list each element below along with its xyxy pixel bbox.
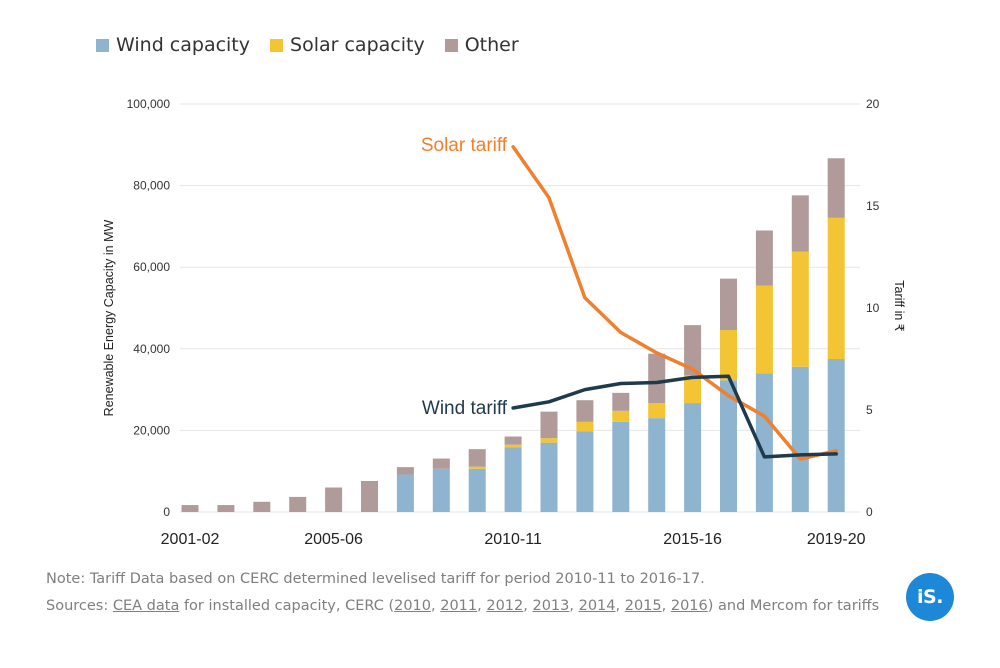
y-tick-label: 80,000 [133,179,170,193]
y2-tick-label: 15 [866,199,880,213]
y2-tick-label: 0 [866,505,873,519]
bar-other [361,480,378,512]
legend-label-other: Other [464,34,519,56]
legend-swatch-solar [270,38,284,52]
sources-suffix: ) and Mercom for tariffs [707,598,880,614]
legend-item-solar: Solar capacity [270,34,425,56]
x-tick-label: 2010-11 [484,531,542,548]
solar-tariff-line [511,145,838,461]
wind-tariff-label: Wind tariff [422,398,508,419]
bar-wind-capacity [827,359,845,512]
bar-other [540,411,558,439]
solar-tariff-label: Solar tariff [421,135,508,156]
y2-tick-label: 10 [866,301,880,315]
bar-wind-capacity [432,468,450,512]
bar-other [253,501,271,512]
y-tick-label: 40,000 [133,342,170,356]
legend-label-solar: Solar capacity [290,34,425,56]
x-tick-label: 2015-16 [663,531,722,548]
bar-other [755,230,773,286]
bar-solar-capacity [612,410,630,422]
bar-other [289,496,307,512]
bar-solar-capacity [504,444,522,448]
bar-other [827,158,845,218]
legend-item-wind: Wind capacity [96,34,250,56]
bar-solar-capacity [720,330,737,381]
bar-solar-capacity [755,285,773,374]
bar-other [576,400,594,422]
bar-wind-capacity [396,474,414,512]
x-tick-label: 2019-20 [807,531,866,548]
cea-data-link[interactable]: CEA data [112,598,180,614]
bar-solar-capacity [684,375,702,404]
bar-wind-capacity [576,431,594,512]
cerc-2013-link[interactable]: 2013 [532,598,570,614]
note-text: Note: Tariff Data based on CERC determin… [46,571,705,587]
bar-other [612,392,630,411]
y-tick-label: 60,000 [133,260,170,274]
bar-wind-capacity [504,447,522,512]
bar-other [181,505,199,512]
bar-wind-capacity [684,403,702,512]
cerc-2010-link[interactable]: 2010 [394,598,432,614]
y2-tick-label: 20 [866,97,880,111]
y2-axis-title: Tariff in ₹ [892,280,906,332]
bar-solar-capacity [540,438,558,443]
bar-wind-capacity [612,421,630,512]
legend-label-wind: Wind capacity [116,34,251,56]
bar-wind-capacity [540,442,558,512]
legend: Wind capacity Solar capacity Other [96,34,519,56]
legend-item-other: Other [444,34,519,56]
bar-other [504,436,522,445]
bar-other [432,458,450,469]
bar-other [648,353,666,404]
sources-text: Sources: CEA data for installed capacity… [46,598,880,614]
legend-swatch-wind [96,38,109,52]
y-tick-label: 0 [163,505,170,519]
bar-wind-capacity [791,366,809,512]
cerc-2011-link[interactable]: 2011 [440,598,478,614]
wind-tariff-line [511,374,838,459]
y-tick-label: 20,000 [133,423,170,437]
bar-other [791,195,809,252]
bar-other [217,505,235,512]
sources-mid: for installed capacity, CERC ( [179,598,395,614]
legend-swatch-other [444,38,458,52]
bar-solar-capacity [468,466,486,469]
bar-solar-capacity [791,251,809,367]
cerc-2016-link[interactable]: 2016 [670,598,708,614]
y2-tick-label: 5 [866,403,873,417]
x-tick-label: 2001-02 [161,531,220,548]
cerc-2012-link[interactable]: 2012 [486,598,524,614]
bar-wind-capacity [720,380,737,512]
cerc-2014-link[interactable]: 2014 [578,598,616,614]
x-tick-label: 2005-06 [304,531,363,548]
y-axis-title: Renewable Energy Capacity in MW [102,219,116,416]
bar-other [720,278,737,331]
cerc-2015-link[interactable]: 2015 [624,598,662,614]
bar-other [684,325,702,376]
sources-prefix: Sources: [46,598,113,614]
logo: iS. [906,573,954,621]
bar-solar-capacity [827,217,845,359]
bar-solar-capacity [576,421,594,432]
bar-other [396,467,414,475]
bar-wind-capacity [648,418,666,512]
y-tick-label: 100,000 [127,97,171,111]
bar-wind-capacity [468,468,486,512]
bar-wind-capacity [755,373,773,512]
bar-other [468,449,486,467]
bar-solar-capacity [648,403,666,419]
bar-other [325,487,343,512]
